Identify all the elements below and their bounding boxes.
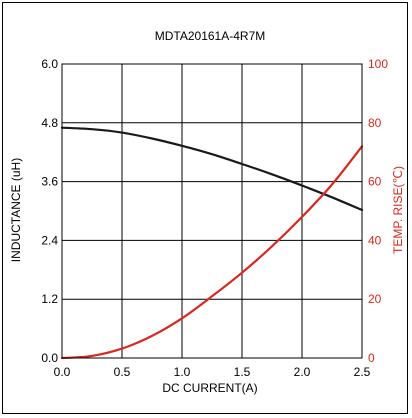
plot-border	[61, 63, 363, 359]
x-tick-label: 1.0	[174, 365, 191, 379]
y-axis-label-left: INDUCTANCE (uH)	[9, 158, 23, 262]
y-right-tick-label: 100	[368, 57, 388, 71]
chart-title: MDTA20161A-4R7M	[155, 29, 265, 43]
x-axis-label: DC CURRENT(A)	[162, 381, 257, 395]
y-right-tick-label: 80	[368, 116, 382, 130]
series-group	[60, 126, 364, 360]
y-right-tick-label: 40	[368, 233, 382, 247]
x-tick-label: 1.5	[234, 365, 251, 379]
chart-frame	[2, 2, 408, 414]
grid	[62, 64, 362, 358]
inductance-line	[60, 126, 364, 212]
y-left-tick-label: 3.6	[41, 175, 58, 189]
x-tick-label: 0.0	[54, 365, 71, 379]
y-left-tick-label: 4.8	[41, 116, 58, 130]
y-right-tick-label: 60	[368, 175, 382, 189]
y-left-tick-label: 1.2	[41, 292, 58, 306]
temp-rise-line	[60, 145, 364, 360]
x-tick-label: 2.0	[294, 365, 311, 379]
y-axis-label-right: TEMP. RISE(℃)	[391, 166, 405, 254]
x-tick-label: 2.5	[354, 365, 371, 379]
tick-labels: 0.0 0.5 1.0 1.5 2.0 2.5 0.0 1.2 2.4 3.6 4.8 6.0 0 20 4…	[41, 57, 388, 379]
y-left-tick-label: 2.4	[41, 233, 58, 247]
y-right-tick-label: 0	[368, 351, 375, 365]
x-tick-label: 0.5	[114, 365, 131, 379]
y-left-tick-label: 6.0	[41, 57, 58, 71]
y-left-tick-label: 0.0	[41, 351, 58, 365]
y-right-tick-label: 20	[368, 292, 382, 306]
